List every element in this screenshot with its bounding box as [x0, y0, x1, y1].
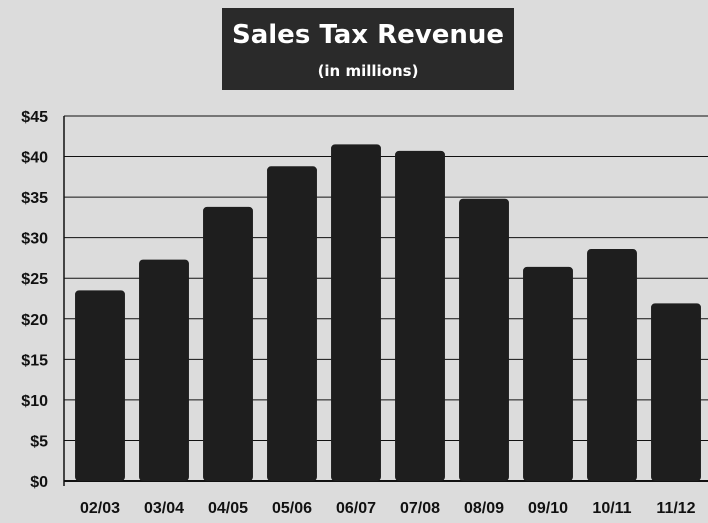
- x-tick-label: 06/07: [336, 500, 376, 517]
- y-tick-label: $5: [30, 433, 48, 450]
- x-tick-label: 11/12: [656, 500, 695, 517]
- bar: [331, 144, 381, 481]
- x-tick-label: 05/06: [272, 500, 312, 517]
- bar: [587, 249, 637, 481]
- bar: [139, 260, 189, 481]
- y-tick-label: $35: [21, 190, 48, 207]
- bar: [651, 303, 701, 481]
- y-tick-label: $15: [21, 352, 48, 369]
- bar: [203, 207, 253, 481]
- title-block: Sales Tax Revenue (in millions): [222, 8, 514, 90]
- y-tick-label: $10: [21, 393, 48, 410]
- y-axis-ticks: $0 $5 $10 $15 $20 $25 $30 $35 $40 $45: [21, 109, 48, 491]
- x-tick-label: 02/03: [80, 500, 120, 517]
- bar: [459, 199, 509, 481]
- bar: [395, 151, 445, 481]
- bar: [267, 166, 317, 481]
- bars: [75, 144, 701, 481]
- chart-subtitle: (in millions): [318, 62, 419, 80]
- x-tick-label: 07/08: [400, 500, 440, 517]
- y-tick-label: $25: [21, 271, 48, 288]
- bar: [523, 267, 573, 481]
- y-tick-label: $0: [30, 474, 48, 491]
- bar: [75, 290, 125, 481]
- x-tick-label: 04/05: [208, 500, 248, 517]
- y-tick-label: $45: [21, 109, 48, 126]
- x-axis-ticks: 02/03 03/04 04/05 05/06 06/07 07/08 08/09 09/10…: [80, 500, 696, 517]
- y-tick-label: $40: [21, 150, 48, 167]
- y-tick-label: $30: [21, 231, 48, 248]
- x-tick-label: 09/10: [528, 500, 568, 517]
- x-tick-label: 10/11: [592, 500, 631, 517]
- x-tick-label: 03/04: [144, 500, 184, 517]
- x-tick-label: 08/09: [464, 500, 504, 517]
- chart-title: Sales Tax Revenue: [232, 20, 504, 50]
- y-tick-label: $20: [21, 312, 48, 329]
